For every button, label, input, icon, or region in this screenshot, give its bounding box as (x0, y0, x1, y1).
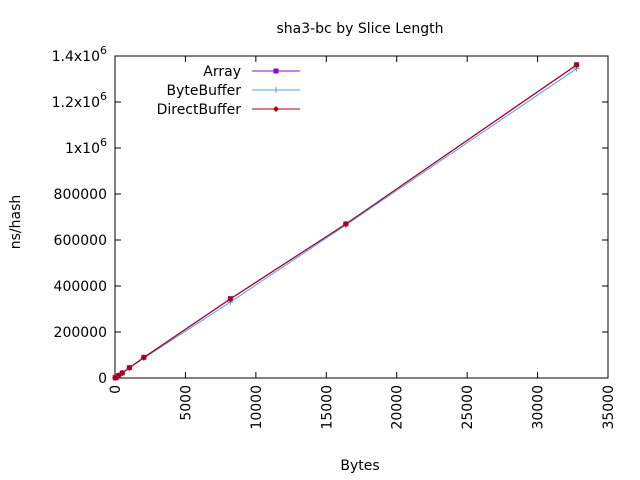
legend-marker (273, 106, 279, 112)
y-tick-label-base: 1.4x10 (52, 49, 100, 65)
data-point (126, 364, 133, 371)
legend-marker (273, 87, 279, 93)
x-tick-label: 35000 (601, 385, 617, 430)
y-tick-label: 200000 (54, 325, 107, 341)
legend-marker (273, 68, 279, 74)
y-tick-label-base: 800000 (54, 187, 107, 203)
plot-frame (114, 55, 609, 379)
data-point (342, 221, 349, 228)
series-layer (112, 62, 580, 381)
legend-label: Array (203, 64, 241, 80)
legend-item-directbuffer: DirectBuffer (157, 102, 300, 118)
y-ticks: 02000004000006000008000001x1061.2x1061.4… (52, 44, 608, 387)
legend-item-array: Array (203, 64, 300, 80)
data-point (140, 354, 147, 361)
y-tick-label: 800000 (54, 187, 107, 203)
x-tick-label: 30000 (531, 385, 547, 430)
data-point (227, 296, 234, 303)
data-point (119, 369, 126, 376)
y-tick-label-exponent: 6 (100, 44, 107, 57)
legend: Array ByteBuffer DirectBuffer (157, 64, 300, 118)
y-tick-label-exponent: 6 (100, 90, 107, 103)
chart-title: sha3-bc by Slice Length (276, 21, 443, 37)
series-directbuffer (112, 62, 580, 381)
legend-label: ByteBuffer (167, 83, 242, 99)
y-tick-label: 400000 (54, 279, 107, 295)
x-tick-label: 25000 (460, 385, 476, 430)
y-tick-label: 0 (98, 371, 107, 387)
y-tick-label-base: 0 (98, 371, 107, 387)
x-tick-label: 10000 (249, 385, 265, 430)
y-tick-label-exponent: 6 (100, 136, 107, 149)
y-tick-label-base: 600000 (54, 233, 107, 249)
x-axis-label: Bytes (340, 458, 379, 474)
data-point (115, 372, 122, 379)
legend-label: DirectBuffer (157, 102, 242, 118)
x-tick-label: 20000 (390, 385, 406, 430)
data-point (573, 62, 580, 69)
x-tick-label: 0 (108, 385, 124, 394)
y-tick-label: 1.4x106 (52, 44, 107, 65)
y-tick-label: 600000 (54, 233, 107, 249)
y-tick-label-base: 400000 (54, 279, 107, 295)
x-tick-label: 15000 (319, 385, 335, 430)
y-tick-label-base: 1x10 (65, 141, 100, 157)
y-tick-label-base: 200000 (54, 325, 107, 341)
legend-item-bytebuffer: ByteBuffer (167, 83, 300, 99)
y-tick-label: 1.2x106 (52, 90, 107, 111)
y-axis-label: ns/hash (8, 195, 24, 250)
y-tick-label-base: 1.2x10 (52, 95, 100, 111)
x-ticks: 0 5000 10000 15000 20000 25000 30000 35000 (108, 56, 617, 430)
y-tick-label: 1x106 (65, 136, 107, 157)
x-tick-label: 5000 (178, 385, 194, 421)
